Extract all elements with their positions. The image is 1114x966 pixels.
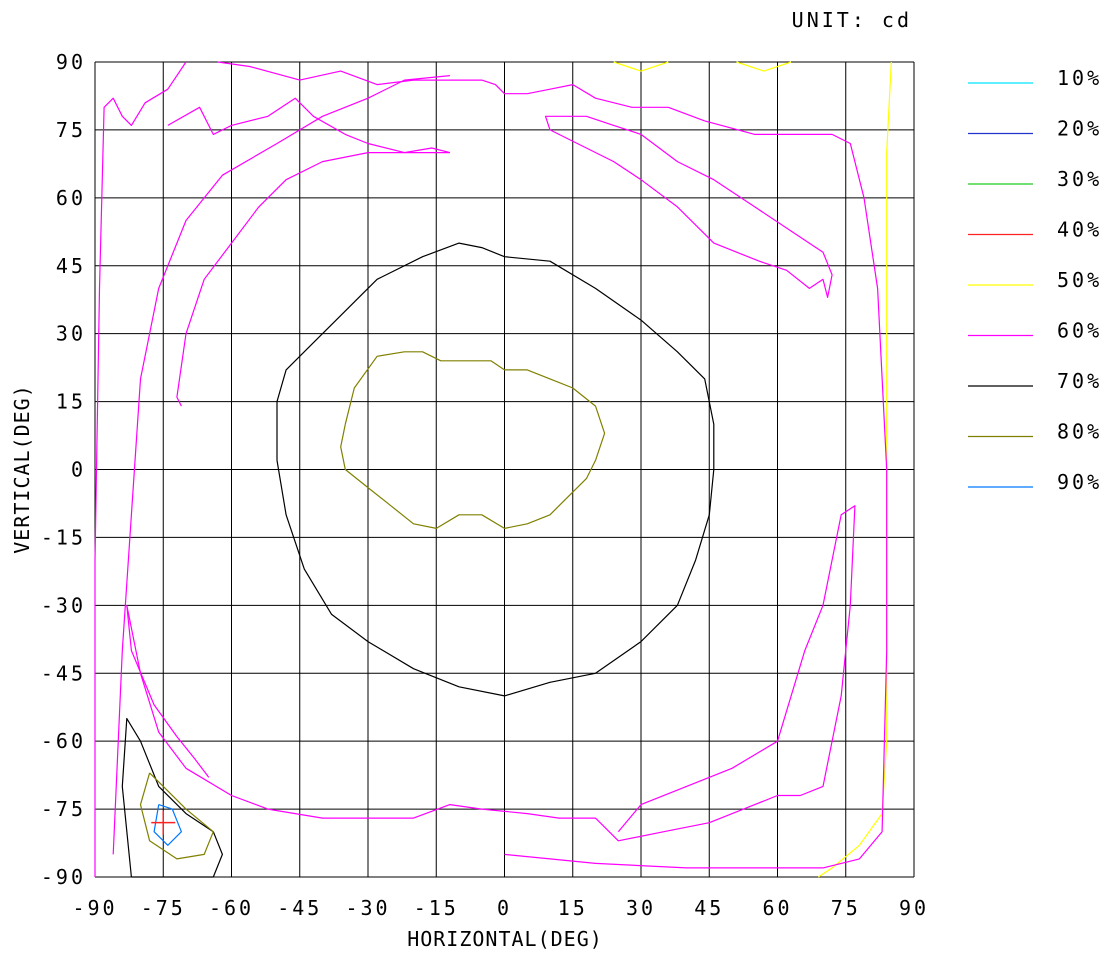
y-tick-label: 15 (56, 390, 86, 414)
contour-line-60pct (176, 152, 450, 407)
y-tick-label: -75 (41, 797, 86, 821)
x-tick-label: -90 (72, 896, 117, 920)
x-tick-label: -45 (277, 896, 322, 920)
contour-line-60pct (217, 61, 888, 869)
contour-line-90pct (153, 804, 182, 846)
legend-label: 80% (1057, 420, 1102, 444)
contour-line-60pct (94, 61, 187, 877)
x-tick-label: 0 (497, 896, 512, 920)
y-tick-labels: 90 75 60 45 30 15 0 -15 -30 -45 -60 -75 -90 (41, 50, 86, 889)
x-tick-label: 75 (831, 896, 861, 920)
unit-label: UNIT: cd (792, 8, 912, 32)
x-tick-labels: -90 -75 -60 -45 -30 -15 0 15 30 45 60 75 90 (72, 896, 929, 920)
y-tick-label: 0 (71, 458, 86, 482)
y-tick-label: 90 (56, 50, 86, 74)
x-tick-label: 30 (626, 896, 656, 920)
x-tick-label: 15 (558, 896, 588, 920)
x-tick-label: -75 (141, 896, 186, 920)
contour-line-70pct (121, 717, 223, 878)
contour-line-80pct (340, 351, 606, 529)
y-tick-label: 60 (56, 186, 86, 210)
legend-label: 60% (1057, 319, 1102, 343)
contour-line-70pct (276, 242, 715, 697)
y-tick-label: 45 (56, 254, 86, 278)
legend-label: 90% (1057, 470, 1102, 494)
y-tick-label: 75 (56, 118, 86, 142)
y-tick-label: 30 (56, 322, 86, 346)
legend-label: 50% (1057, 268, 1102, 292)
x-tick-label: 90 (899, 896, 929, 920)
y-tick-label: -15 (41, 525, 86, 549)
x-tick-label: -60 (209, 896, 254, 920)
legend-label: 30% (1057, 167, 1102, 191)
contour-lines (94, 61, 892, 878)
x-tick-label: 45 (694, 896, 724, 920)
contour-line-60pct (126, 505, 856, 842)
contour-line-60pct (167, 97, 451, 154)
contour-line-50pct (818, 61, 892, 878)
legend-label: 20% (1057, 117, 1102, 141)
grid (94, 61, 915, 878)
contour-line-60pct (544, 115, 833, 298)
contour-line-80pct (139, 772, 214, 860)
legend-label: 70% (1057, 369, 1102, 393)
x-tick-label: -15 (414, 896, 459, 920)
x-tick-label: -30 (345, 896, 390, 920)
legend: 10% 20% 30% 40% 50% 60% 70% 80% 90% (968, 66, 1102, 494)
y-tick-label: -45 (41, 661, 86, 685)
legend-label: 40% (1057, 218, 1102, 242)
x-axis-title: HORIZONTAL(DEG) (407, 927, 603, 951)
contour-line-60pct (126, 605, 210, 778)
contour-line-60pct (112, 75, 450, 855)
y-axis-title: VERTICAL(DEG) (10, 384, 34, 554)
y-tick-label: -60 (41, 729, 86, 753)
contour-line-50pct (613, 61, 669, 72)
legend-label: 10% (1057, 66, 1102, 90)
y-tick-label: -90 (41, 865, 86, 889)
y-tick-label: -30 (41, 593, 86, 617)
contour-line-50pct (736, 61, 792, 72)
x-tick-label: 60 (762, 896, 792, 920)
